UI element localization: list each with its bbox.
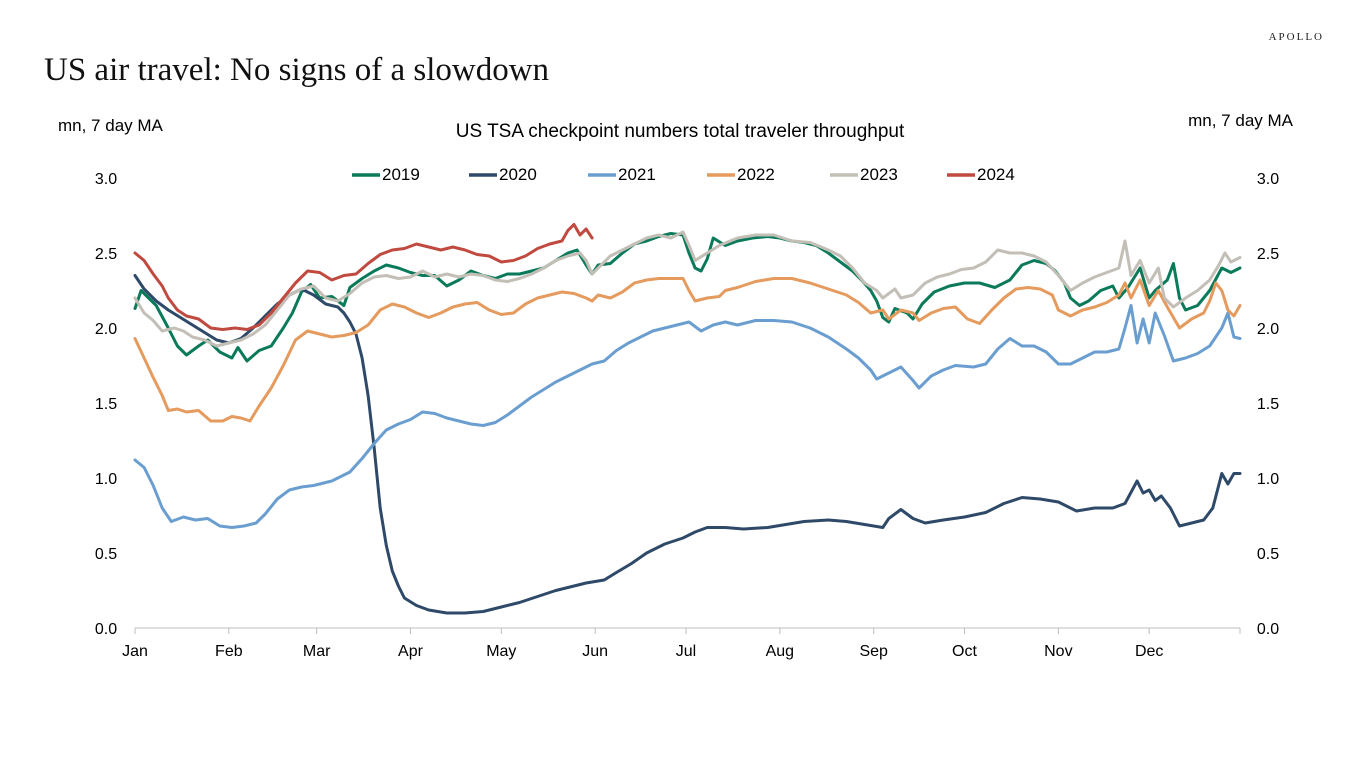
x-tick-label: Apr [398, 643, 424, 660]
x-tick-label: Sep [859, 643, 888, 660]
x-tick-label: Jun [582, 643, 608, 660]
legend-label-2021: 2021 [618, 165, 656, 184]
x-tick-label: Mar [303, 643, 331, 660]
y-tick-left: 3.0 [95, 171, 117, 188]
x-tick-label: Nov [1044, 643, 1072, 660]
y-tick-left: 2.0 [95, 321, 117, 338]
legend-label-2019: 2019 [382, 165, 420, 184]
page-title: US air travel: No signs of a slowdown [44, 52, 550, 88]
legend-label-2023: 2023 [860, 165, 898, 184]
series-line-2023 [133, 230, 1242, 348]
x-tick-label: Oct [952, 643, 977, 660]
chart-title: US TSA checkpoint numbers total traveler… [456, 121, 905, 142]
y-tick-left: 0.5 [95, 546, 117, 563]
y-tick-right: 3.0 [1257, 171, 1279, 188]
y-tick-left: 1.5 [95, 396, 117, 413]
y-tick-left: 2.5 [95, 246, 117, 263]
x-tick-label: May [486, 643, 516, 660]
series-line-2019 [133, 232, 1242, 363]
x-tick-label: Jul [676, 643, 696, 660]
x-tick-label: Feb [215, 643, 243, 660]
y-tick-right: 0.5 [1257, 546, 1279, 563]
y-tick-right: 2.0 [1257, 321, 1279, 338]
series-line-2024 [133, 223, 594, 331]
series-line-2021 [133, 304, 1242, 529]
y-tick-left: 1.0 [95, 471, 117, 488]
y-tick-right: 2.5 [1257, 246, 1279, 263]
x-tick-label: Jan [122, 643, 148, 660]
legend-label-2020: 2020 [499, 165, 537, 184]
y-axis-left-label: mn, 7 day MA [58, 116, 163, 135]
x-tick-label: Aug [766, 643, 794, 660]
x-tick-label: Dec [1135, 643, 1163, 660]
series-line-2022 [133, 277, 1242, 423]
brand-logo: APOLLO [1268, 31, 1324, 43]
y-tick-right: 1.5 [1257, 396, 1279, 413]
legend-label-2022: 2022 [737, 165, 775, 184]
y-tick-right: 1.0 [1257, 471, 1279, 488]
y-tick-left: 0.0 [95, 621, 117, 638]
y-axis-right-label: mn, 7 day MA [1188, 111, 1293, 130]
y-tick-right: 0.0 [1257, 621, 1279, 638]
legend-label-2024: 2024 [977, 165, 1015, 184]
series-line-2020 [133, 274, 1242, 615]
